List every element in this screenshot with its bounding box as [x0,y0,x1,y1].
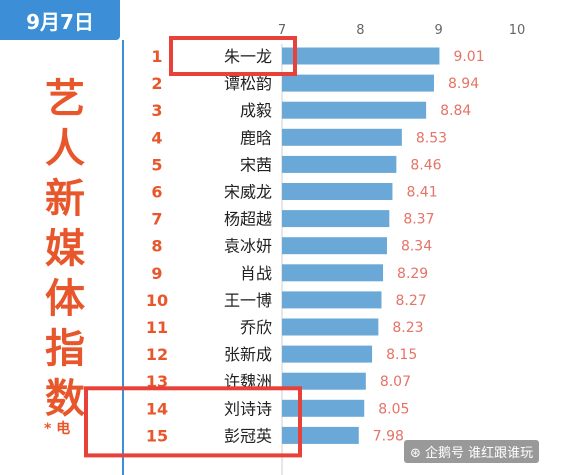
title-char: 指 [45,326,85,372]
category-label: 朱一龙 [224,47,272,66]
watermark: ⊛ 企鹅号 谁红跟谁玩 [404,440,540,463]
rank-label: 5 [151,155,162,174]
bar [282,128,402,146]
category-label: 张新成 [224,345,272,364]
category-label: 杨超越 [224,210,272,229]
title-char: 数 [45,376,85,422]
value-label: 8.94 [448,76,479,92]
highlight-box [84,386,302,458]
value-label: 8.29 [397,266,428,282]
bar [282,345,373,363]
bar [282,210,390,228]
footnote: * 电 [44,421,71,437]
value-label: 8.05 [378,401,409,417]
rank-label: 15 [146,426,168,445]
x-tick-label: 9 [435,23,443,38]
title-char: 体 [45,276,85,322]
rank-label: 7 [151,210,162,229]
category-label: 王一博 [224,291,272,310]
bar [282,155,397,173]
value-label: 8.07 [380,374,411,390]
chart-title: 艺人新媒体指数 [34,74,96,424]
bar [282,101,427,119]
rank-label: 4 [151,128,162,147]
value-label: 8.23 [392,320,423,336]
x-tick-label: 8 [356,23,364,38]
value-label: 8.46 [410,157,441,173]
rank-label: 14 [146,399,168,418]
title-char: 新 [45,176,85,222]
bar [282,399,365,417]
title-char: 人 [45,126,85,172]
category-label: 成毅 [240,101,272,120]
value-label: 8.34 [401,239,432,255]
value-label: 8.41 [406,185,437,201]
title-char: 艺 [45,76,85,122]
rank-label: 1 [151,47,162,66]
value-label: 7.98 [373,428,404,444]
rank-label: 9 [151,264,162,283]
value-label: 8.53 [416,130,447,146]
bar [282,318,379,336]
category-label: 宋茜 [240,155,272,174]
bar [282,183,393,200]
value-label: 8.27 [395,293,426,309]
bar [282,426,359,444]
category-label: 乔欣 [240,318,272,337]
rank-label: 2 [151,74,162,93]
bar [282,291,382,309]
value-label: 8.84 [440,103,471,119]
bar [282,74,434,92]
rank-label: 11 [146,318,168,337]
category-label: 宋威龙 [224,183,272,202]
highlight-box [169,36,297,76]
bar [282,237,387,255]
side-divider [122,40,124,475]
rank-label: 12 [146,345,168,364]
category-label: 谭松韵 [224,74,272,93]
category-label: 彭冠英 [224,426,272,445]
value-label: 8.15 [386,347,417,363]
category-label: 刘诗诗 [224,399,272,418]
title-char: 媒 [45,226,85,272]
bar [282,372,366,390]
value-label: 8.37 [403,212,434,228]
rank-label: 10 [146,291,168,310]
category-label: 鹿晗 [240,128,272,147]
category-label: 袁冰妍 [224,237,272,256]
date-tab: 9月7日 [0,0,120,40]
bar [282,264,384,282]
rank-label: 8 [151,237,162,256]
value-label: 9.01 [453,49,484,65]
x-tick-label: 10 [509,23,526,38]
x-tick-label: 7 [278,23,286,38]
rank-label: 3 [151,101,162,120]
bar [282,47,440,65]
rank-label: 6 [151,183,162,202]
category-label: 肖战 [240,264,272,283]
